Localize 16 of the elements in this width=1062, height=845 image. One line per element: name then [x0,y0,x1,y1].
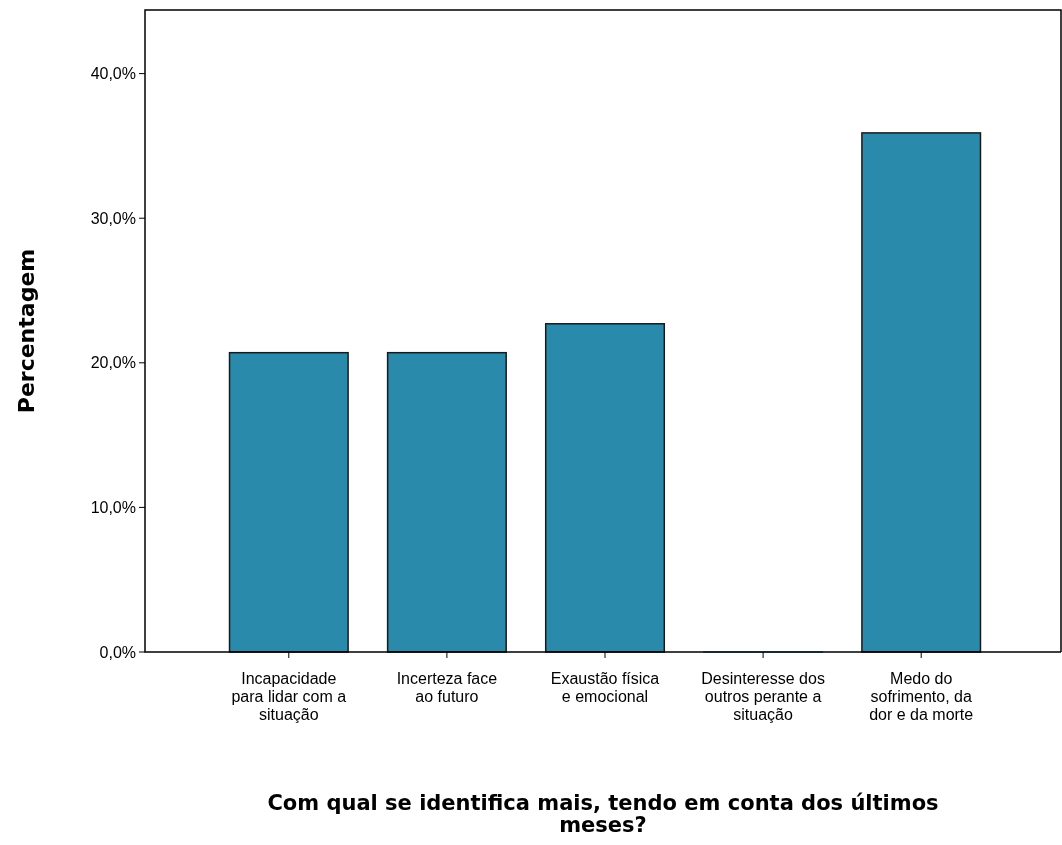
bar [228,351,349,653]
bar [386,351,507,653]
x-tick-label: Exaustão física e emocional [550,670,660,705]
y-tick-label: 30,0% [90,209,136,227]
y-tick-label: 0,0% [99,643,136,661]
y-tick-label: 20,0% [90,354,136,372]
x-axis-title: Com qual se identifica mais, tendo em conta dos últimos meses? [267,791,939,837]
bar [544,323,666,653]
y-tick-label: 40,0% [90,65,136,83]
bar [861,132,982,653]
x-tick-label: Incerteza face ao futuro [396,670,498,705]
x-tick-label: Incapacidade para lidar com a situação [231,670,347,723]
y-axis-title: Percentagem [14,248,39,414]
y-tick-label: 10,0% [90,499,136,517]
x-tick-label: Desinteresse dos outros perante a situação [701,670,825,723]
x-tick-label: Medo do sofrimento, da dor e da morte [869,670,974,723]
